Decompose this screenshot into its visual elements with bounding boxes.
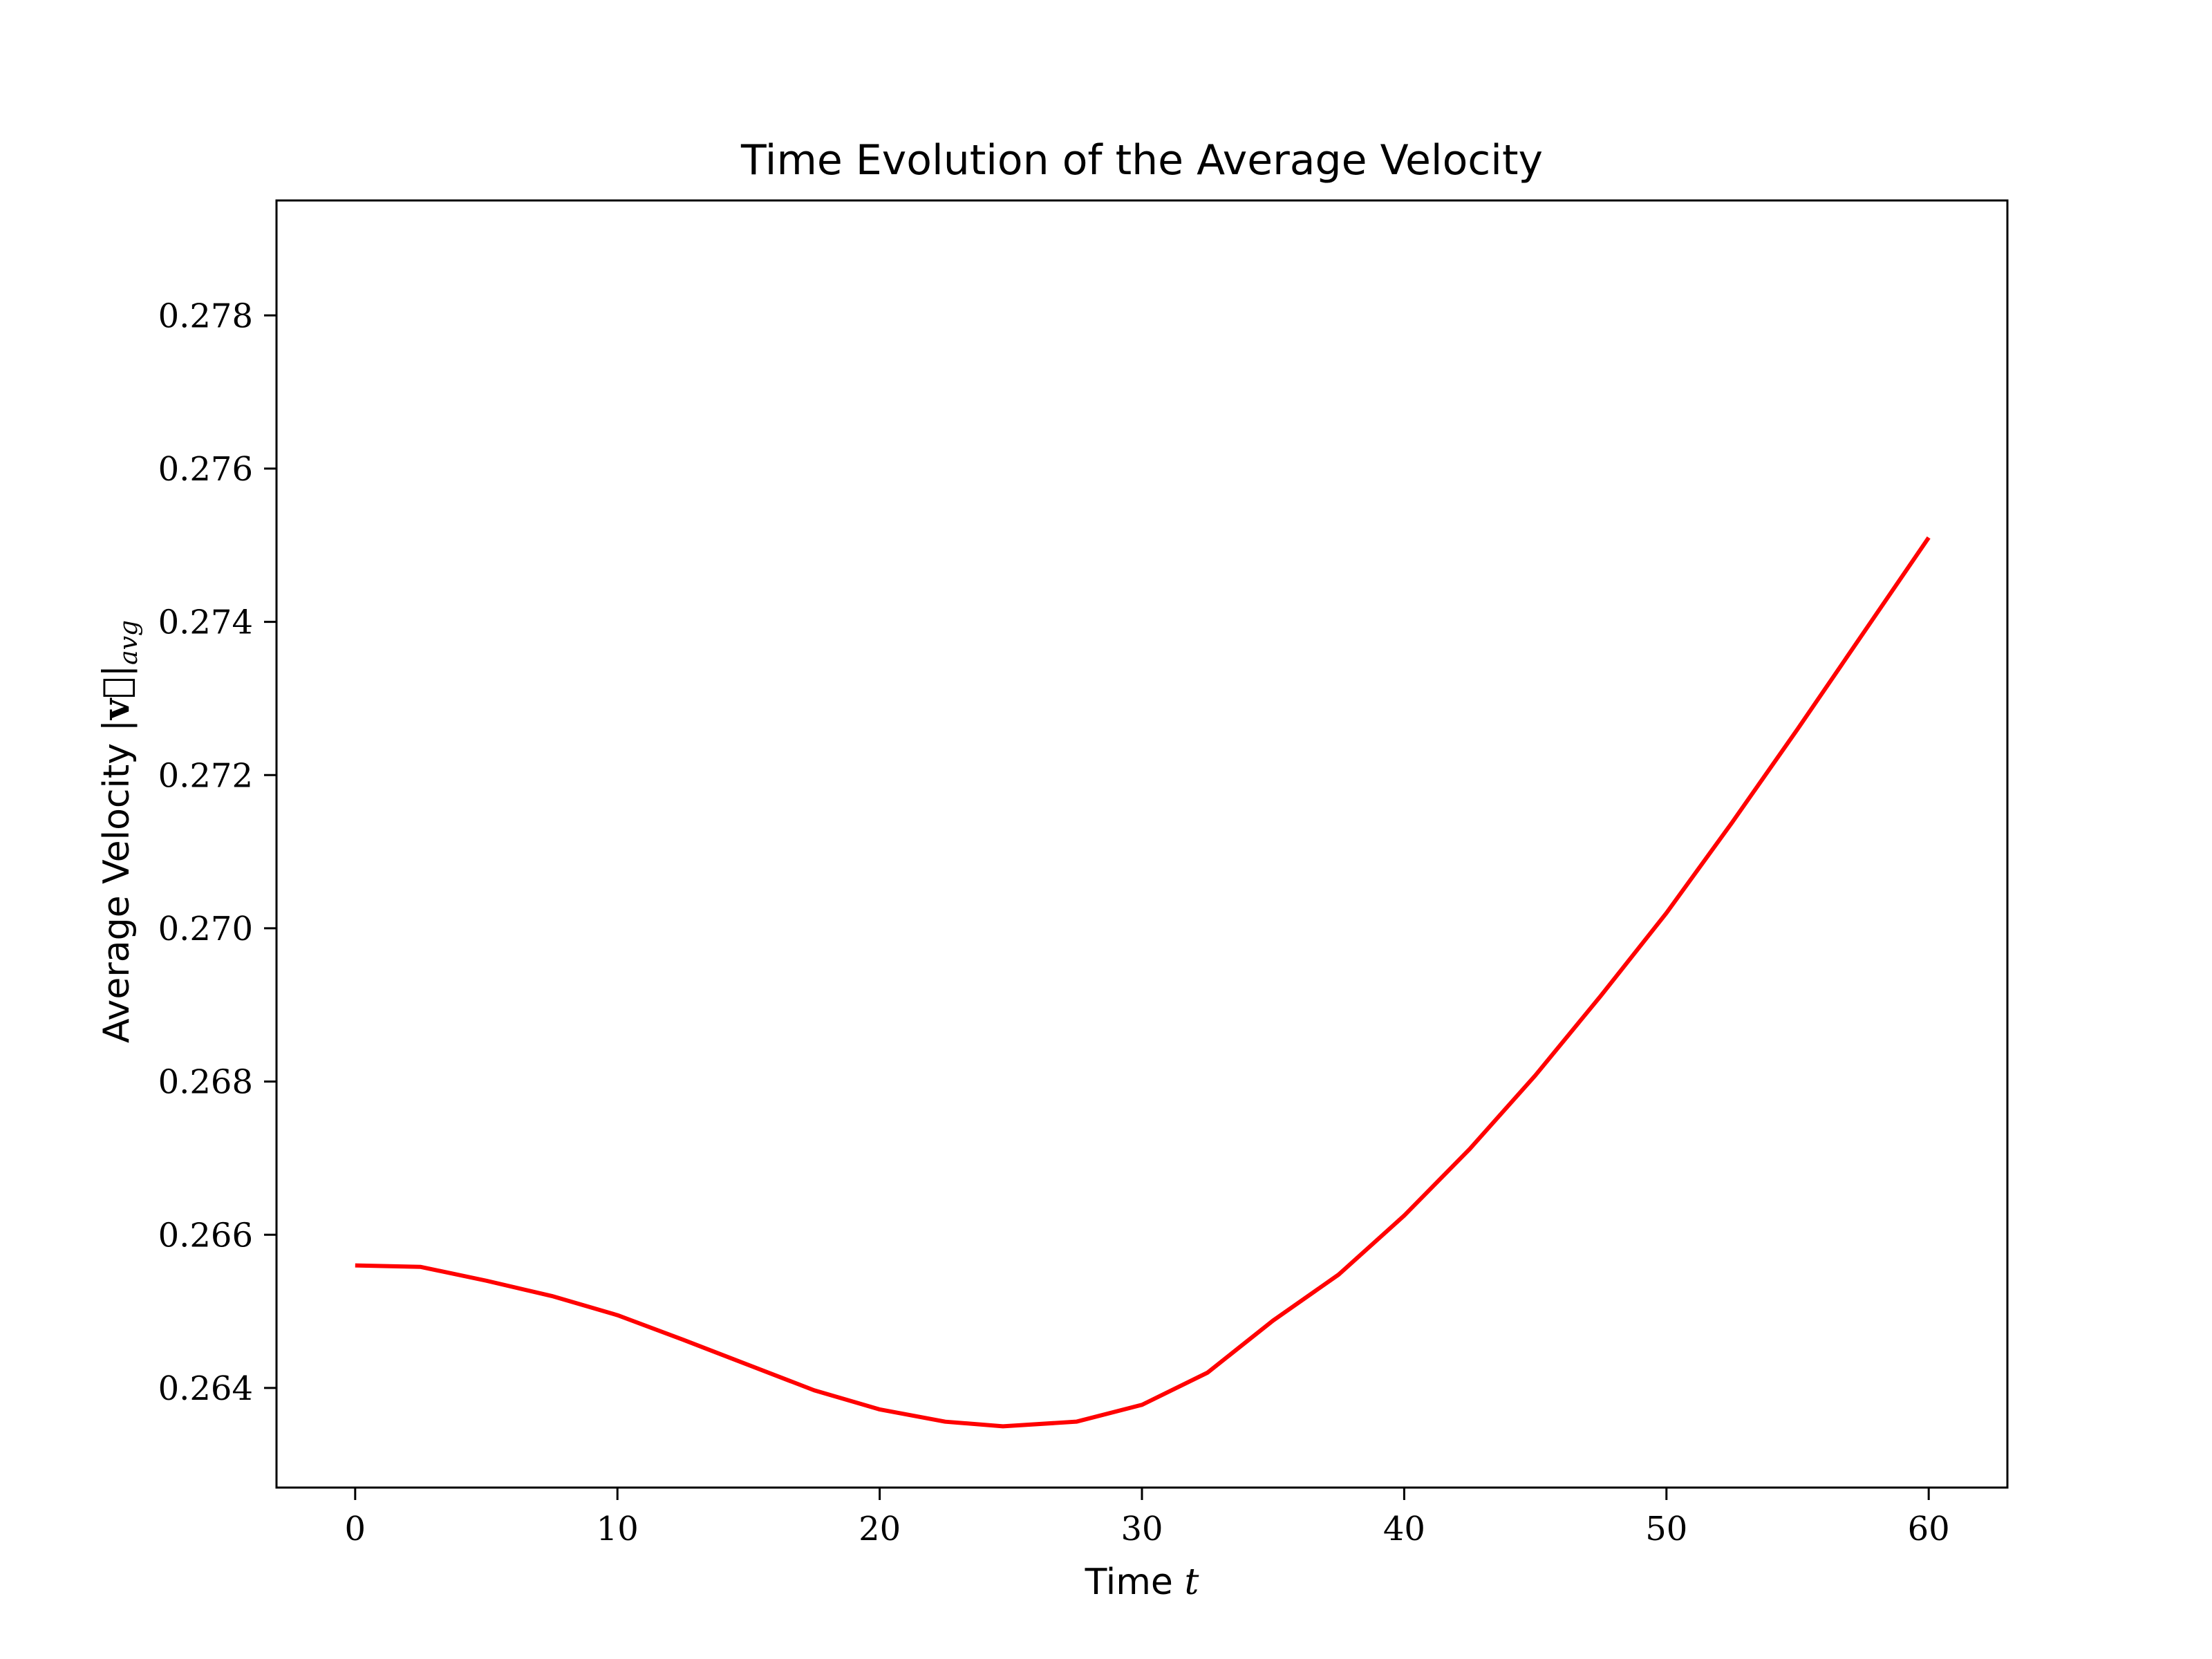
y-axis-label-vector: v⃗ [95,677,138,720]
y-axis-label-bar-left: | [96,720,138,732]
series-line-0 [355,536,1931,1429]
y-axis-label-bar-right: | [96,665,138,677]
plot-area: 0 10 20 30 40 50 60 0.264 0.266 0.268 0.270 0.272 0.… [158,199,2009,1548]
x-axis-label: Time t [1085,1562,1199,1603]
x-tick-label: 40 [1383,1510,1425,1548]
x-tick-label: 30 [1121,1510,1163,1548]
chart-title: Time Evolution of the Average Velocity [740,136,1543,185]
x-axis-label-math: t [1184,1562,1199,1603]
x-tick-label: 50 [1645,1510,1687,1548]
x-tick-label: 60 [1908,1510,1950,1548]
x-tick-label: 20 [859,1510,901,1548]
x-axis-label-text: Time [1085,1562,1185,1603]
y-tick-label: 0.278 [158,297,253,335]
y-tick-label: 0.270 [158,910,253,948]
y-tick-label: 0.276 [158,450,253,489]
y-axis-label: Average Velocity |v⃗|avg [95,620,143,1043]
y-tick-label: 0.268 [158,1063,253,1102]
x-tick-label: 0 [345,1510,366,1548]
y-axis-label-text: Average Velocity [96,731,138,1043]
y-tick-label: 0.264 [158,1369,253,1408]
y-tick-label: 0.266 [158,1216,253,1255]
y-tick-label: 0.274 [158,603,253,642]
y-axis-label-subscript: avg [115,620,143,665]
x-tick-label: 10 [597,1510,639,1548]
y-tick-label: 0.272 [158,756,253,795]
